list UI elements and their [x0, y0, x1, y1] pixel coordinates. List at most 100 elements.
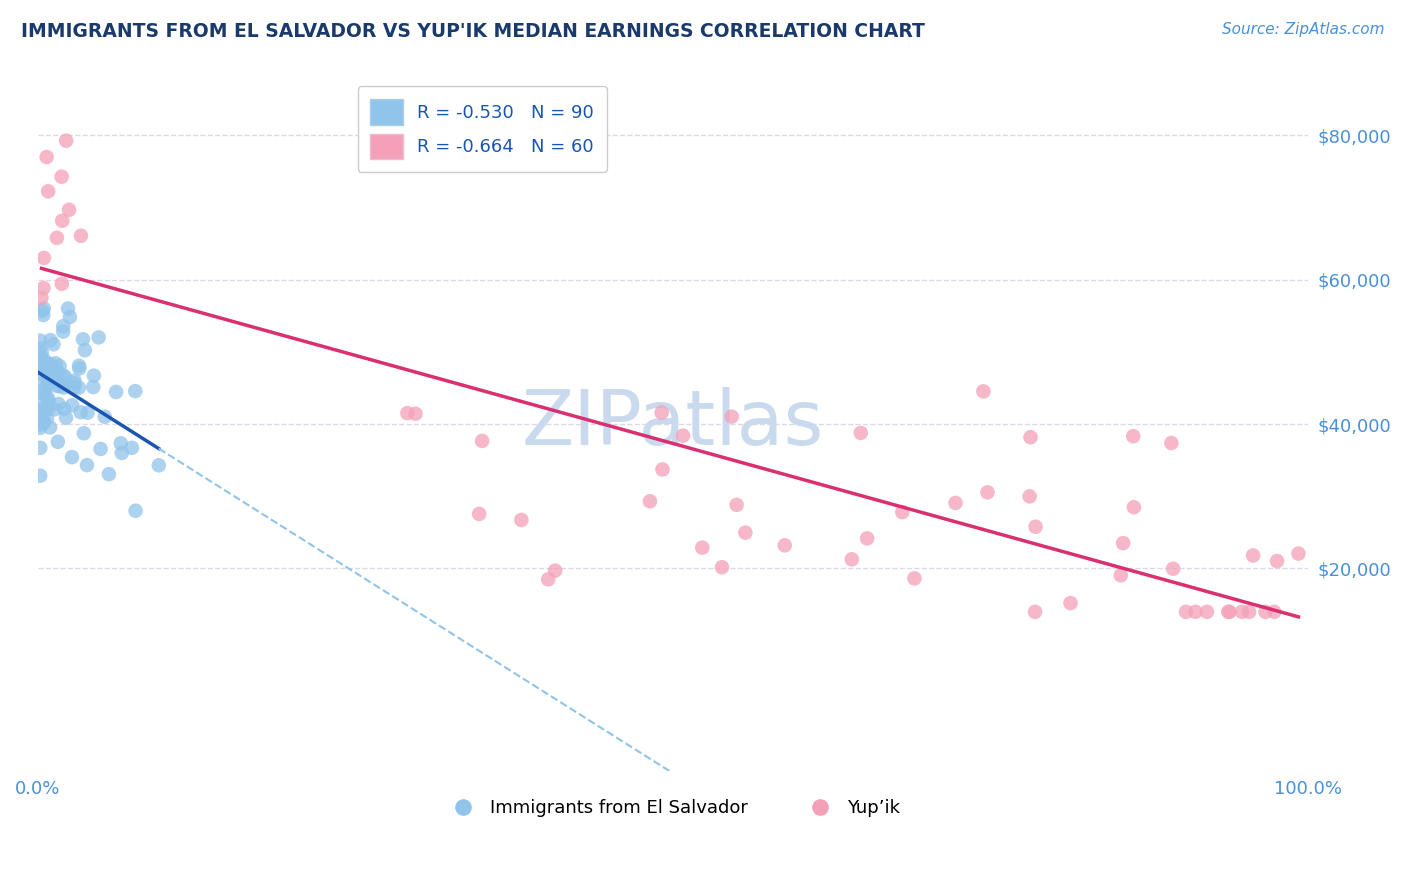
Point — [710, 560, 733, 574]
Point — [30, 404, 52, 418]
Point — [83, 368, 105, 383]
Point — [42, 367, 65, 381]
Point — [59, 310, 82, 324]
Point — [124, 384, 146, 398]
Point — [51, 169, 73, 184]
Point — [1024, 519, 1046, 533]
Point — [1059, 596, 1081, 610]
Text: IMMIGRANTS FROM EL SALVADOR VS YUP'IK MEDIAN EARNINGS CORRELATION CHART: IMMIGRANTS FROM EL SALVADOR VS YUP'IK ME… — [21, 22, 925, 41]
Point — [1019, 430, 1042, 444]
Point — [38, 392, 60, 407]
Text: ZIPatlas: ZIPatlas — [522, 387, 824, 461]
Point — [35, 389, 58, 403]
Point — [31, 368, 53, 382]
Point — [32, 308, 55, 322]
Point — [53, 402, 76, 417]
Point — [1024, 605, 1046, 619]
Point — [30, 351, 52, 365]
Point — [82, 380, 104, 394]
Point — [32, 301, 55, 316]
Point — [405, 407, 427, 421]
Point — [148, 458, 170, 473]
Point — [35, 366, 58, 380]
Point — [52, 319, 75, 334]
Point — [44, 402, 66, 417]
Point — [41, 368, 63, 383]
Point — [856, 532, 879, 546]
Point — [1219, 605, 1241, 619]
Point — [1263, 605, 1285, 619]
Point — [849, 425, 872, 440]
Point — [34, 353, 56, 368]
Point — [30, 356, 52, 370]
Point — [76, 458, 98, 472]
Point — [1195, 605, 1218, 619]
Point — [1237, 605, 1260, 619]
Point — [544, 564, 567, 578]
Point — [672, 428, 695, 442]
Point — [725, 498, 748, 512]
Point — [39, 358, 62, 372]
Point — [45, 379, 67, 393]
Point — [63, 374, 86, 388]
Point — [48, 359, 70, 373]
Point — [124, 504, 146, 518]
Point — [51, 277, 73, 291]
Point — [1218, 605, 1240, 619]
Point — [976, 485, 998, 500]
Point — [111, 446, 134, 460]
Point — [720, 409, 742, 424]
Point — [30, 421, 52, 435]
Point — [30, 441, 52, 455]
Point — [37, 397, 59, 411]
Point — [39, 368, 62, 383]
Point — [841, 552, 863, 566]
Point — [39, 333, 62, 347]
Point — [51, 213, 73, 227]
Point — [32, 281, 55, 295]
Point — [52, 325, 75, 339]
Point — [31, 304, 53, 318]
Point — [32, 387, 55, 401]
Point — [734, 525, 756, 540]
Point — [46, 434, 69, 449]
Point — [651, 462, 673, 476]
Point — [1254, 605, 1277, 619]
Point — [52, 376, 75, 391]
Point — [30, 361, 52, 376]
Point — [30, 355, 52, 369]
Point — [76, 406, 98, 420]
Point — [945, 496, 967, 510]
Point — [471, 434, 494, 448]
Point — [93, 409, 115, 424]
Point — [1122, 500, 1144, 515]
Point — [30, 468, 52, 483]
Point — [32, 383, 55, 397]
Point — [60, 398, 83, 412]
Point — [97, 467, 120, 482]
Point — [48, 397, 70, 411]
Point — [110, 436, 132, 450]
Point — [1018, 489, 1040, 503]
Point — [90, 442, 112, 456]
Point — [30, 417, 52, 432]
Point — [537, 572, 560, 586]
Point — [972, 384, 994, 399]
Point — [38, 361, 60, 376]
Point — [37, 184, 59, 198]
Point — [45, 231, 67, 245]
Point — [87, 330, 110, 344]
Point — [39, 420, 62, 434]
Point — [32, 251, 55, 265]
Point — [32, 416, 55, 430]
Point — [35, 411, 58, 425]
Point — [37, 401, 59, 416]
Point — [638, 494, 661, 508]
Point — [1122, 429, 1144, 443]
Point — [1286, 547, 1309, 561]
Point — [63, 380, 86, 394]
Legend: Immigrants from El Salvador, Yup’ik: Immigrants from El Salvador, Yup’ik — [437, 791, 907, 824]
Point — [69, 405, 91, 419]
Point — [73, 343, 96, 358]
Point — [468, 507, 491, 521]
